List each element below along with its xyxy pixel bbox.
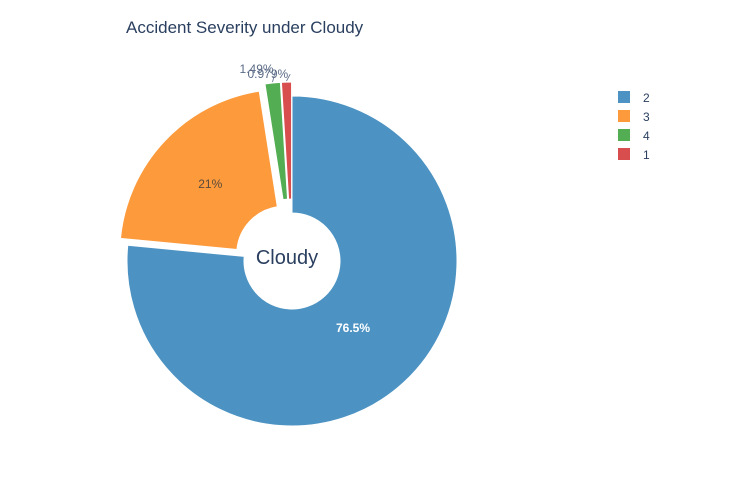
slice-label-4: 1.49% xyxy=(240,62,274,76)
legend-swatch-4 xyxy=(618,129,630,141)
legend-label-2: 2 xyxy=(643,91,650,105)
legend-item-4[interactable]: 4 xyxy=(618,129,650,143)
legend-item-1[interactable]: 1 xyxy=(618,148,650,162)
legend-label-4: 4 xyxy=(643,129,650,143)
pie-slice-2[interactable] xyxy=(126,95,458,427)
slice-label-2: 76.5% xyxy=(336,321,370,335)
slice-label-3: 21% xyxy=(198,177,222,191)
legend[interactable]: 2 3 4 1 xyxy=(618,91,650,162)
legend-item-2[interactable]: 2 xyxy=(618,91,650,105)
legend-swatch-1 xyxy=(618,148,630,160)
legend-label-1: 1 xyxy=(643,148,650,162)
pie-slices xyxy=(119,81,458,427)
slice-leader-line-4 xyxy=(272,70,276,83)
legend-item-3[interactable]: 3 xyxy=(618,110,650,124)
legend-label-3: 3 xyxy=(643,110,650,124)
center-label: Cloudy xyxy=(256,247,318,269)
pie-slice-4[interactable] xyxy=(264,81,289,201)
slice-label-1: 0.979% xyxy=(247,67,288,81)
slice-labels: 76.5% 21% 1.49%0.979% xyxy=(198,62,370,335)
slice-leader-line-1 xyxy=(286,73,291,82)
legend-swatch-2 xyxy=(618,91,630,103)
pie-slice-1[interactable] xyxy=(280,81,293,200)
pie-slice-3[interactable] xyxy=(119,90,278,251)
chart-title: Accident Severity under Cloudy xyxy=(126,18,364,37)
legend-swatch-3 xyxy=(618,110,630,122)
